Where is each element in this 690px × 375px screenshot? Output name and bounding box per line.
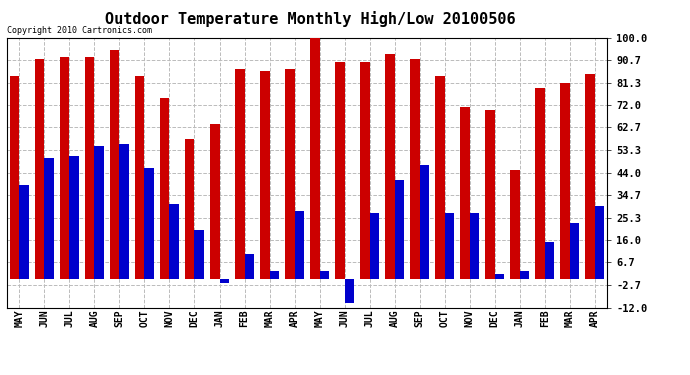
Bar xyxy=(44,158,54,279)
Bar xyxy=(495,274,504,279)
Text: Copyright 2010 Cartronics.com: Copyright 2010 Cartronics.com xyxy=(7,26,152,35)
Bar xyxy=(520,272,529,279)
Bar xyxy=(460,107,470,279)
Bar xyxy=(110,50,119,279)
Bar xyxy=(420,165,429,279)
Bar xyxy=(185,139,195,279)
Bar xyxy=(235,69,244,279)
Bar xyxy=(144,168,154,279)
Bar xyxy=(360,62,370,279)
Bar xyxy=(595,206,604,279)
Bar xyxy=(319,272,329,279)
Bar xyxy=(285,69,295,279)
Bar xyxy=(295,211,304,279)
Bar xyxy=(219,279,229,284)
Bar xyxy=(135,76,144,279)
Bar xyxy=(95,146,104,279)
Bar xyxy=(410,59,420,279)
Bar xyxy=(570,223,579,279)
Bar xyxy=(560,83,570,279)
Bar xyxy=(535,88,544,279)
Bar xyxy=(344,279,354,303)
Bar xyxy=(10,76,19,279)
Bar xyxy=(310,33,319,279)
Text: Outdoor Temperature Monthly High/Low 20100506: Outdoor Temperature Monthly High/Low 201… xyxy=(105,11,516,27)
Bar xyxy=(370,213,379,279)
Bar xyxy=(119,144,129,279)
Bar xyxy=(260,71,270,279)
Bar xyxy=(160,98,170,279)
Bar xyxy=(35,59,44,279)
Bar xyxy=(170,204,179,279)
Bar xyxy=(435,76,444,279)
Bar xyxy=(585,74,595,279)
Bar xyxy=(210,124,219,279)
Bar xyxy=(85,57,95,279)
Bar xyxy=(510,170,520,279)
Bar xyxy=(19,184,29,279)
Bar xyxy=(70,156,79,279)
Bar xyxy=(335,62,344,279)
Bar xyxy=(444,213,454,279)
Bar xyxy=(195,230,204,279)
Bar xyxy=(270,272,279,279)
Bar xyxy=(60,57,70,279)
Bar xyxy=(244,255,254,279)
Bar xyxy=(485,110,495,279)
Bar xyxy=(470,213,479,279)
Bar xyxy=(544,242,554,279)
Bar xyxy=(385,54,395,279)
Bar xyxy=(395,180,404,279)
